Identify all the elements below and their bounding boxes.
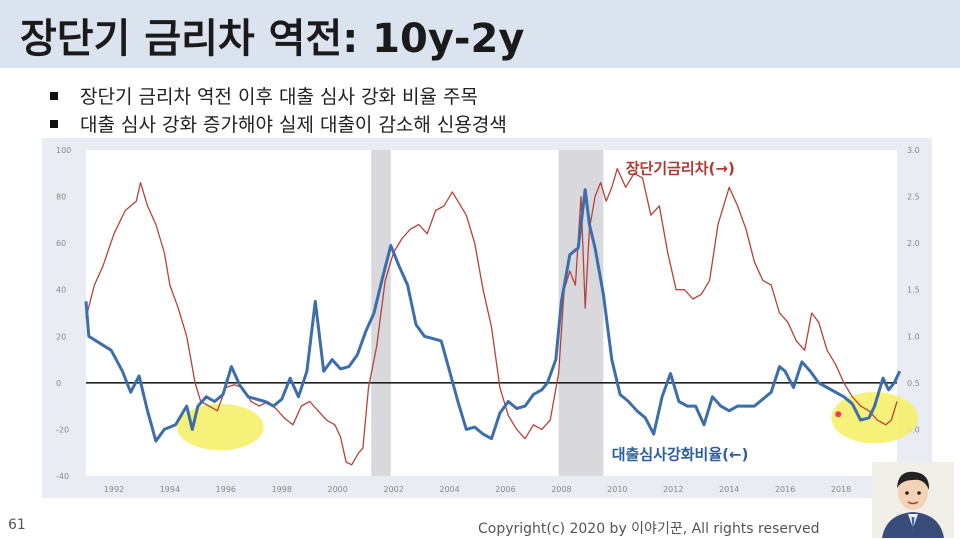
dual-axis-line-chart: 100806040200-20-403.02.52.01.51.00.50.0-… (56, 146, 923, 494)
x-axis-tick-label: 2012 (663, 485, 683, 494)
left-axis-tick-label: 20 (56, 332, 66, 341)
x-axis-tick-label: 2018 (831, 485, 851, 494)
x-axis-tick-label: 1992 (104, 485, 124, 494)
lending-series-label: 대출심사강화비율(←) (612, 446, 749, 464)
presenter-avatar (872, 462, 954, 538)
right-axis-tick-label: 3.0 (907, 146, 920, 155)
right-axis-tick-label: 1.0 (907, 332, 920, 341)
right-axis-tick-label: 0.0 (907, 425, 920, 434)
copyright-notice: Copyright(c) 2020 by 이야기꾼, All rights re… (478, 521, 820, 537)
x-axis-tick-label: 1996 (216, 485, 236, 494)
bullet-text: 장단기 금리차 역전 이후 대출 심사 강화 비율 주목 (80, 86, 478, 108)
x-axis-tick-label: 2010 (607, 485, 627, 494)
lending-standards-line (84, 188, 902, 443)
x-axis-tick-label: 2016 (775, 485, 795, 494)
x-axis-tick-label: 1994 (160, 485, 180, 494)
title-bar: 장단기 금리차 역전: 10y-2y (0, 0, 960, 68)
x-axis-tick-label: 2014 (719, 485, 739, 494)
star-marker (835, 411, 842, 418)
right-axis-tick-label: 0.5 (907, 379, 920, 388)
left-axis-tick-label: 100 (56, 146, 71, 155)
left-axis-tick-label: 80 (56, 193, 66, 202)
x-axis-tick-label: 1998 (272, 485, 292, 494)
right-axis-tick-label: 2.5 (907, 193, 920, 202)
chart-frame: 100806040200-20-403.02.52.01.51.00.50.0-… (42, 138, 932, 498)
left-axis-tick-label: -40 (56, 472, 69, 481)
bullet-square-icon (50, 119, 58, 128)
left-axis-tick-label: 0 (56, 379, 61, 388)
right-axis-tick-label: 1.5 (907, 286, 920, 295)
slide-number: 61 (8, 517, 26, 533)
x-axis-tick-label: 2004 (439, 485, 459, 494)
x-axis-tick-label: 2002 (383, 485, 403, 494)
yield-spread-line (85, 167, 898, 466)
bullet-square-icon (50, 91, 58, 100)
right-axis-tick-label: 2.0 (907, 239, 920, 248)
spread-series-label: 장단기금리차(→) (626, 159, 735, 177)
bullet-item: 장단기 금리차 역전 이후 대출 심사 강화 비율 주목 (50, 82, 478, 109)
highlight-ellipse (176, 403, 264, 451)
left-axis-tick-label: -20 (56, 425, 69, 434)
slide-title: 장단기 금리차 역전: 10y-2y (20, 16, 525, 62)
x-axis-tick-label: 2006 (495, 485, 515, 494)
x-axis-tick-label: 2008 (551, 485, 571, 494)
x-axis-tick-label: 2000 (328, 485, 348, 494)
bullet-item: 대출 심사 강화 증가해야 실제 대출이 감소해 신용경색 (50, 110, 507, 137)
bullet-text: 대출 심사 강화 증가해야 실제 대출이 감소해 신용경색 (80, 114, 507, 136)
left-axis-tick-label: 40 (56, 286, 66, 295)
left-axis-tick-label: 60 (56, 239, 66, 248)
